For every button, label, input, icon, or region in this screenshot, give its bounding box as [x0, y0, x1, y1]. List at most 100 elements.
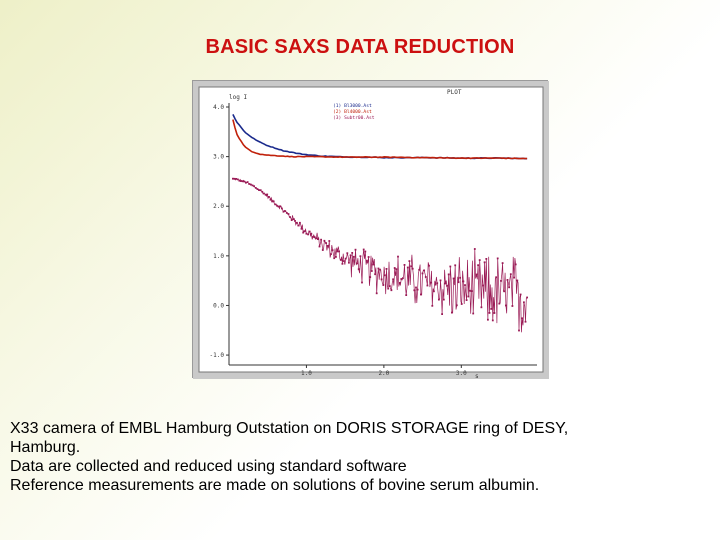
- series-3-point: [462, 280, 465, 283]
- series-3-point: [434, 283, 437, 286]
- series-3-point: [277, 205, 280, 208]
- series-3-point: [491, 319, 494, 322]
- series-3-point: [305, 232, 308, 235]
- slide-title: BASIC SAXS DATA REDUCTION: [205, 36, 515, 58]
- series-3-point: [402, 277, 404, 280]
- series-3-point: [523, 301, 525, 304]
- series-3-point: [356, 262, 358, 265]
- series-3-point: [370, 270, 373, 272]
- series-3-point: [323, 239, 326, 242]
- series-3-point: [395, 268, 398, 271]
- series-3-point: [374, 273, 376, 276]
- series-3-point: [364, 250, 367, 253]
- series-3-point: [264, 193, 267, 196]
- series-3-point: [514, 263, 517, 266]
- y-axis-label: log I: [229, 94, 247, 101]
- series-3-point: [366, 259, 368, 262]
- series-3-point: [362, 248, 365, 251]
- x-tick-label: 3.0: [456, 370, 467, 377]
- series-3-point: [253, 185, 255, 188]
- series-3-point: [346, 252, 349, 255]
- series-3-point: [250, 183, 252, 186]
- y-tick-label: 4.0: [213, 104, 224, 111]
- series-3-point: [452, 277, 455, 280]
- series-3-point: [454, 264, 457, 267]
- series-3-point: [521, 317, 524, 320]
- series-3-point: [310, 232, 313, 235]
- y-tick-label: 1.0: [213, 253, 224, 260]
- series-3-point: [400, 278, 403, 280]
- series-3-point: [516, 279, 519, 282]
- series-3-point: [331, 249, 334, 252]
- series-3-point: [344, 257, 347, 260]
- series-3-point: [282, 210, 285, 213]
- caption: X33 camera of EMBL Hamburg Outstation on…: [10, 419, 710, 495]
- series-3-point: [384, 274, 386, 277]
- series-3-point: [297, 224, 300, 227]
- series-3-point: [372, 263, 375, 266]
- series-3-point: [403, 264, 406, 266]
- series-3-point: [302, 231, 305, 234]
- series-3-point: [235, 178, 237, 180]
- series-3-point: [317, 238, 319, 240]
- series-3-point: [274, 203, 277, 206]
- series-3-point: [328, 240, 331, 242]
- series-3-point: [338, 250, 340, 253]
- series-3-point: [526, 296, 528, 299]
- series-3-point: [485, 258, 488, 260]
- caption-line-4: Reference measurements are made on solut…: [10, 477, 540, 494]
- series-3-point: [513, 276, 515, 279]
- series-3-point: [236, 178, 239, 181]
- series-3-point: [325, 242, 327, 244]
- series-3-point: [233, 177, 236, 180]
- legend-entry-2: (2) Bl4000.Ast: [333, 109, 372, 115]
- series-3-point: [426, 284, 429, 287]
- series-3-point: [303, 230, 306, 233]
- series-3-point: [444, 282, 447, 285]
- series-3-point: [428, 264, 430, 267]
- series-3-point: [408, 260, 411, 262]
- series-3-point: [375, 292, 378, 295]
- series-3-point: [390, 289, 393, 292]
- series-3-point: [284, 210, 287, 212]
- series-3-point: [290, 219, 293, 221]
- series-3-point: [411, 267, 414, 270]
- x-axis-label: s: [475, 373, 479, 379]
- series-3-point: [300, 227, 303, 230]
- series-3-point: [446, 284, 448, 287]
- series-3-point: [464, 284, 466, 286]
- series-3-point: [326, 245, 329, 247]
- series-3-point: [470, 290, 473, 292]
- series-3-point: [500, 280, 502, 282]
- series-3-point: [318, 245, 321, 248]
- series-3-point: [477, 264, 479, 267]
- series-3-point: [320, 238, 322, 241]
- series-3-point: [335, 256, 337, 258]
- y-tick-label: 2.0: [213, 203, 224, 210]
- series-3-point: [438, 298, 440, 301]
- series-3-point: [336, 250, 339, 253]
- series-3-point: [469, 289, 471, 292]
- series-3-point: [442, 298, 445, 301]
- series-3-point: [341, 262, 344, 265]
- series-3-point: [518, 329, 520, 332]
- series-3-point: [418, 268, 421, 271]
- series-3-point: [478, 259, 481, 261]
- series-3-point: [455, 304, 458, 307]
- series-2-line: [232, 119, 528, 160]
- series-3-point: [313, 236, 316, 238]
- series-3-point: [256, 188, 259, 190]
- series-3-point: [398, 282, 401, 284]
- series-3-point: [509, 273, 512, 276]
- series-3-point: [467, 295, 470, 298]
- series-3-point: [493, 312, 496, 314]
- caption-line-1: X33 camera of EMBL Hamburg Outstation on…: [10, 420, 569, 437]
- series-3-point: [232, 177, 234, 180]
- series-3-point: [246, 181, 249, 183]
- series-3-point: [248, 183, 251, 185]
- series-3-point: [263, 192, 265, 195]
- series-3-point: [406, 266, 409, 269]
- series-3-point: [460, 303, 463, 305]
- series-3-point: [281, 207, 283, 210]
- series-3-point: [377, 267, 380, 270]
